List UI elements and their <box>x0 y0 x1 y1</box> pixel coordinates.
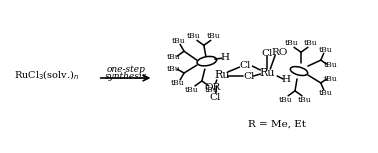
Text: tBu: tBu <box>171 37 185 45</box>
Text: R = Me, Et: R = Me, Et <box>248 120 306 129</box>
Text: tBu: tBu <box>205 86 218 94</box>
Text: H: H <box>282 75 291 84</box>
Text: tBu: tBu <box>284 39 298 47</box>
Text: Cl: Cl <box>262 49 273 58</box>
Text: tBu: tBu <box>324 61 338 69</box>
Text: Cl: Cl <box>209 93 220 102</box>
Text: tBu: tBu <box>319 46 333 54</box>
Text: tBu: tBu <box>170 79 184 87</box>
Text: tBu: tBu <box>166 65 180 73</box>
Text: Cl: Cl <box>240 61 251 70</box>
Text: tBu: tBu <box>187 32 201 40</box>
Text: OR: OR <box>204 83 221 92</box>
Text: H: H <box>220 53 229 62</box>
Text: tBu: tBu <box>304 39 318 47</box>
Text: tBu: tBu <box>166 53 180 61</box>
Text: Cl: Cl <box>244 73 255 82</box>
Text: tBu: tBu <box>185 86 199 94</box>
Text: synthesis: synthesis <box>104 71 147 80</box>
Text: tBu: tBu <box>324 75 338 83</box>
Text: tBu: tBu <box>207 32 221 40</box>
Text: Ru: Ru <box>214 70 229 80</box>
Text: RO: RO <box>271 48 287 57</box>
Text: RuCl$_3$(solv.)$_n$: RuCl$_3$(solv.)$_n$ <box>14 68 79 82</box>
Text: tBu: tBu <box>278 96 292 104</box>
Text: one-step: one-step <box>106 65 145 74</box>
Text: Ru: Ru <box>260 68 275 78</box>
Text: tBu: tBu <box>298 96 312 104</box>
Text: tBu: tBu <box>319 89 333 97</box>
